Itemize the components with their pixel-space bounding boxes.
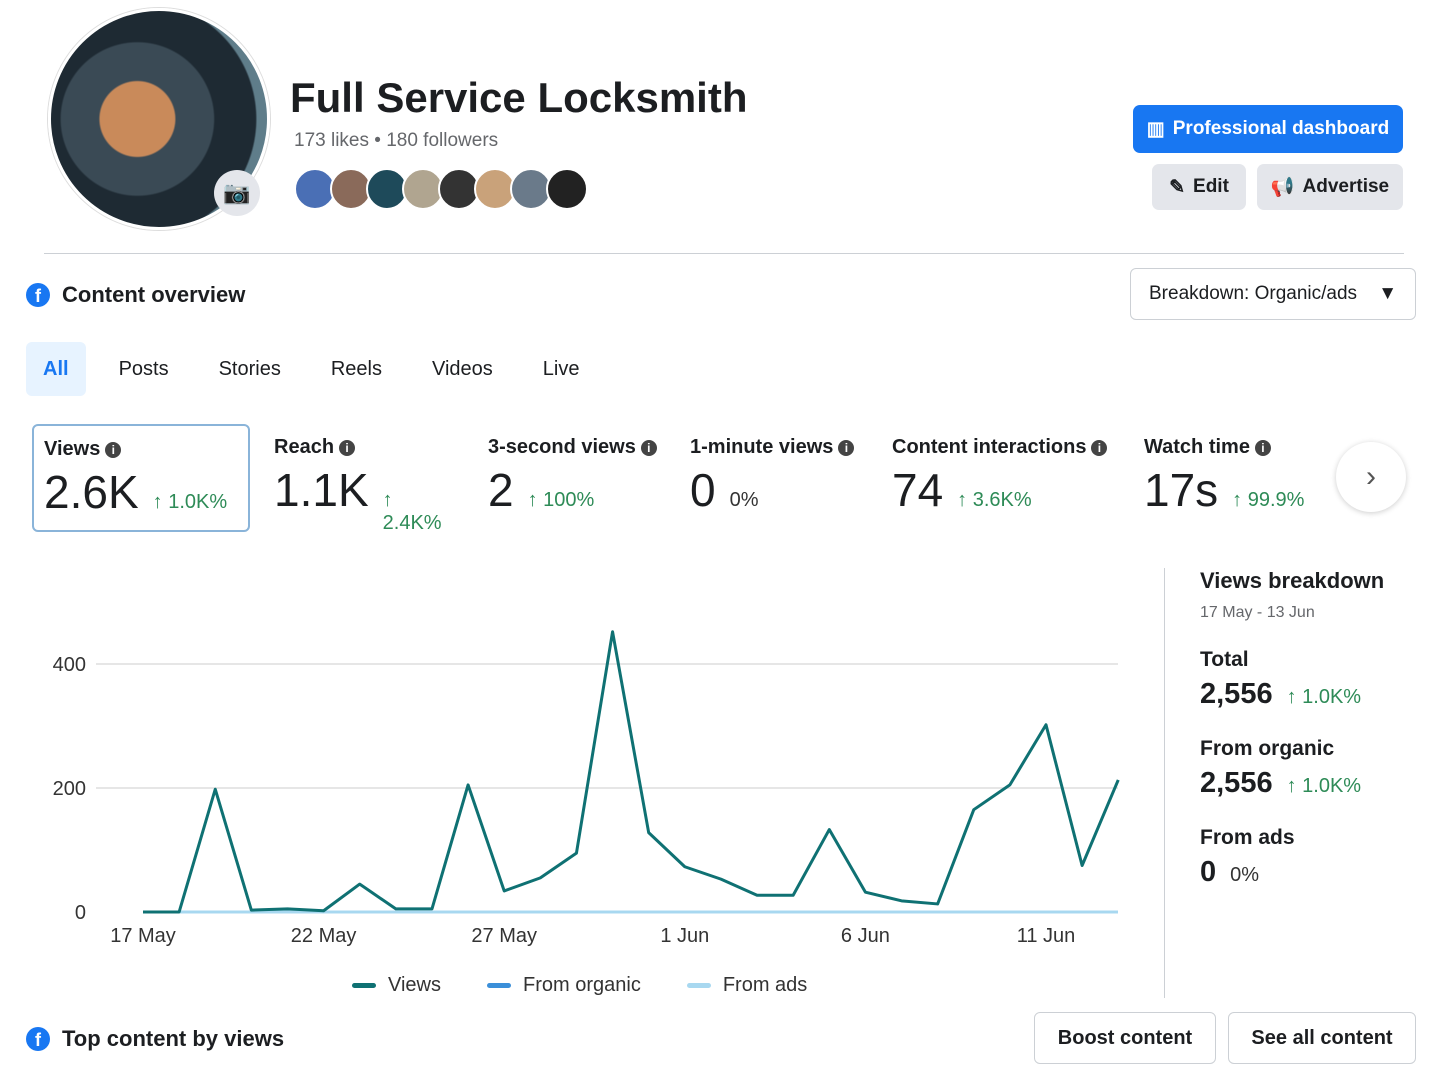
metric-card-watch-time[interactable]: Watch time i 17s ↑ 99.9% xyxy=(1134,424,1324,532)
views-line-chart: 0 200 400 17 May 22 May 27 May 1 Jun 6 Jun 11 Ju… xyxy=(53,630,1120,947)
ads-value: 0 xyxy=(1200,856,1217,888)
legend-swatch xyxy=(686,983,711,988)
metric-label: 1-minute views i xyxy=(690,436,860,459)
metric-card-views[interactable]: Views i 2.6K ↑ 1.0K% xyxy=(32,424,250,532)
chevron-right-icon: › xyxy=(1366,460,1376,493)
ads-label: From ads xyxy=(1200,826,1295,849)
metric-label: Reach i xyxy=(274,436,454,459)
facebook-icon: f xyxy=(26,1027,50,1051)
breakdown-title: Views breakdown xyxy=(1200,568,1385,593)
metric-delta: ↑ 2.4K% xyxy=(382,489,442,534)
content-tabs: All Posts Stories Reels Videos Live xyxy=(26,342,612,396)
camera-icon[interactable]: 📷 xyxy=(214,170,260,216)
advertise-button[interactable]: 📢 Advertise xyxy=(1257,164,1403,210)
divider xyxy=(1164,568,1165,998)
metric-label: Views i xyxy=(44,438,238,461)
info-icon[interactable]: i xyxy=(838,439,855,456)
legend-ads[interactable]: From ads xyxy=(686,974,807,997)
page-profile-photo[interactable] xyxy=(48,8,270,230)
y-tick-label: 400 xyxy=(53,654,86,676)
x-tick-label: 6 Jun xyxy=(841,925,890,947)
total-delta: ↑ 1.0K% xyxy=(1286,686,1362,708)
professional-dashboard-button[interactable]: ▥ Professional dashboard xyxy=(1133,105,1403,153)
metric-value: 1.1K xyxy=(274,464,369,516)
ads-delta: 0% xyxy=(1230,864,1260,886)
see-all-content-button[interactable]: See all content xyxy=(1228,1012,1416,1064)
views-series-line xyxy=(143,630,1120,914)
metric-delta: ↑ 3.6K% xyxy=(957,489,1032,511)
legend-swatch xyxy=(352,983,376,988)
edit-button[interactable]: ✎ Edit xyxy=(1152,164,1246,210)
metric-card-reach[interactable]: Reach i 1.1K ↑ 2.4K% xyxy=(264,424,464,534)
info-icon[interactable]: i xyxy=(1254,439,1271,456)
legend-swatch xyxy=(487,983,511,988)
next-metrics-button[interactable]: › xyxy=(1336,442,1406,512)
tab-posts[interactable]: Posts xyxy=(118,357,169,380)
metric-value: 17s xyxy=(1144,464,1219,516)
legend-organic[interactable]: From organic xyxy=(487,974,641,997)
total-value: 2,556 xyxy=(1200,678,1273,710)
y-tick-label: 0 xyxy=(75,902,86,924)
tab-stories[interactable]: Stories xyxy=(218,357,281,380)
legend-views[interactable]: Views xyxy=(352,974,441,997)
page-stats[interactable]: 173 likes • 180 followers xyxy=(294,130,499,151)
metric-card-content-interactions[interactable]: Content interactions i 74 ↑ 3.6K% xyxy=(882,424,1122,532)
x-tick-label: 11 Jun xyxy=(1017,925,1076,947)
page-title: Full Service Locksmith xyxy=(290,74,748,121)
metric-value: 0 xyxy=(690,464,716,516)
info-icon[interactable]: i xyxy=(1091,439,1108,456)
metric-delta: ↑ 100% xyxy=(527,489,595,511)
metric-delta: ↑ 1.0K% xyxy=(152,491,228,513)
pencil-icon: ✎ xyxy=(1169,176,1186,198)
info-icon[interactable]: i xyxy=(640,439,657,456)
facebook-icon: f xyxy=(26,283,50,307)
organic-delta: ↑ 1.0K% xyxy=(1286,775,1362,797)
metric-label: 3-second views i xyxy=(488,436,658,459)
x-tick-label: 22 May xyxy=(291,925,357,947)
x-tick-label: 17 May xyxy=(110,925,176,947)
breakdown-dropdown[interactable]: Breakdown: Organic/ads ▼ xyxy=(1130,268,1416,320)
metric-card-3-second-views[interactable]: 3-second views i 2 ↑ 100% xyxy=(478,424,668,532)
views-breakdown-panel: Views breakdown 17 May - 13 Jun Total 2,… xyxy=(1200,568,1430,889)
tab-reels[interactable]: Reels xyxy=(330,357,382,380)
organic-value: 2,556 xyxy=(1200,767,1273,799)
y-tick-label: 200 xyxy=(53,778,86,800)
caret-down-icon: ▼ xyxy=(1378,283,1397,304)
dashboard-icon: ▥ xyxy=(1146,118,1165,140)
metric-label: Content interactions i xyxy=(892,436,1112,459)
metric-value: 74 xyxy=(892,464,944,516)
tab-live[interactable]: Live xyxy=(542,357,580,380)
chart-legend: Views From organic From ads xyxy=(352,974,807,997)
boost-content-button[interactable]: Boost content xyxy=(1034,1012,1216,1064)
metric-delta: 0% xyxy=(729,489,759,511)
divider xyxy=(44,253,1404,254)
follower-avatars[interactable] xyxy=(294,168,588,210)
organic-label: From organic xyxy=(1200,737,1335,760)
content-overview-heading: f Content overview xyxy=(26,282,245,308)
date-range: 17 May - 13 Jun xyxy=(1200,604,1315,621)
metric-label: Watch time i xyxy=(1144,436,1314,459)
info-icon[interactable]: i xyxy=(339,439,356,456)
x-tick-label: 1 Jun xyxy=(660,925,709,947)
total-label: Total xyxy=(1200,648,1249,671)
tab-all[interactable]: All xyxy=(26,342,86,396)
metric-card-1-minute-views[interactable]: 1-minute views i 0 0% xyxy=(680,424,870,532)
tab-videos[interactable]: Videos xyxy=(431,357,493,380)
metric-value: 2 xyxy=(488,464,514,516)
top-content-heading: f Top content by views xyxy=(26,1026,284,1052)
metric-delta: ↑ 99.9% xyxy=(1232,489,1305,511)
info-icon[interactable]: i xyxy=(105,441,122,458)
metric-value: 2.6K xyxy=(44,466,139,518)
megaphone-icon: 📢 xyxy=(1270,177,1295,198)
x-tick-label: 27 May xyxy=(471,925,537,947)
